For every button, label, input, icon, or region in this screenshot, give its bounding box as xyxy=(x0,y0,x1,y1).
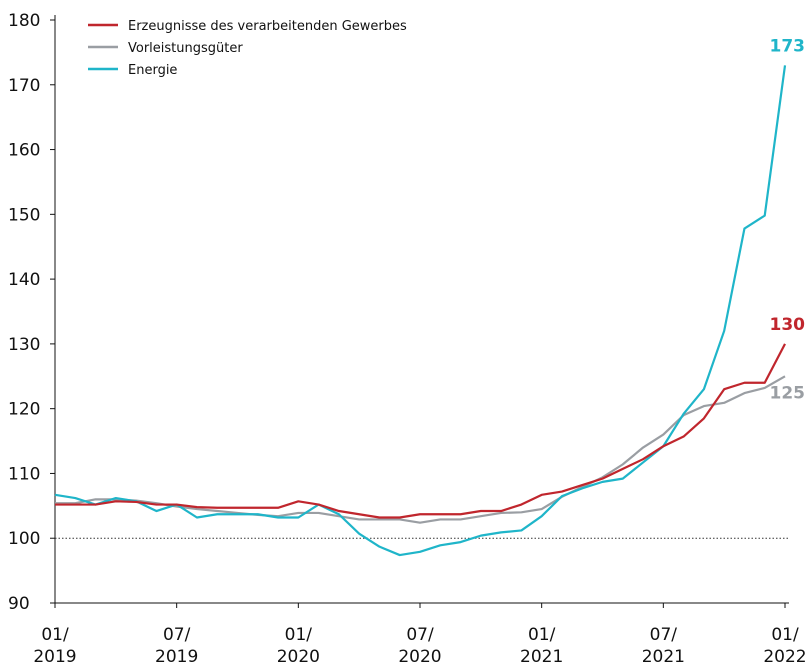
x-tick-label-line: 07/ xyxy=(163,625,191,645)
x-tick-label-line: 07/ xyxy=(406,625,434,645)
end-label: 125 xyxy=(770,383,806,403)
x-tick-label: 01/2021 xyxy=(520,625,563,667)
x-tick-label: 01/2022 xyxy=(763,625,806,667)
y-tick-label: 150 xyxy=(8,205,40,225)
y-tick-label: 130 xyxy=(8,335,40,355)
y-tick-label: 90 xyxy=(8,594,30,614)
x-tick-label: 07/2021 xyxy=(642,625,685,667)
end-label: 130 xyxy=(770,315,806,335)
x-tick-label-line: 01/ xyxy=(285,625,313,645)
end-label: 173 xyxy=(770,36,806,56)
legend-label: Erzeugnisse des verarbeitenden Gewerbes xyxy=(128,19,407,34)
x-tick-label-line: 2019 xyxy=(155,647,198,667)
x-tick-label-line: 01/ xyxy=(771,625,799,645)
series-line xyxy=(55,375,786,524)
y-tick-label: 120 xyxy=(8,400,40,420)
x-tick-label-line: 07/ xyxy=(650,625,678,645)
x-tick-label-line: 2021 xyxy=(642,647,685,667)
legend-label: Energie xyxy=(128,63,177,78)
x-tick-label: 07/2019 xyxy=(155,625,198,667)
x-tick-label: 01/2019 xyxy=(33,625,76,667)
legend-label: Vorleistungsgüter xyxy=(128,41,243,56)
x-tick-label-line: 2020 xyxy=(398,647,441,667)
y-tick-label: 180 xyxy=(8,11,40,31)
x-tick-label-line: 2019 xyxy=(33,647,76,667)
x-tick-label-line: 2022 xyxy=(763,647,806,667)
x-tick-label: 01/2020 xyxy=(277,625,320,667)
series-line xyxy=(54,65,787,557)
x-tick-label-line: 01/ xyxy=(41,625,69,645)
x-tick-label-line: 01/ xyxy=(528,625,556,645)
x-tick-label-line: 2021 xyxy=(520,647,563,667)
y-tick-label: 140 xyxy=(8,270,40,290)
x-tick-label-line: 2020 xyxy=(277,647,320,667)
series-line xyxy=(55,343,786,519)
y-tick-label: 170 xyxy=(8,76,40,96)
y-tick-label: 100 xyxy=(8,529,40,549)
y-tick-label: 110 xyxy=(8,464,40,484)
x-tick-label: 07/2020 xyxy=(398,625,441,667)
y-tick-label: 160 xyxy=(8,141,40,161)
